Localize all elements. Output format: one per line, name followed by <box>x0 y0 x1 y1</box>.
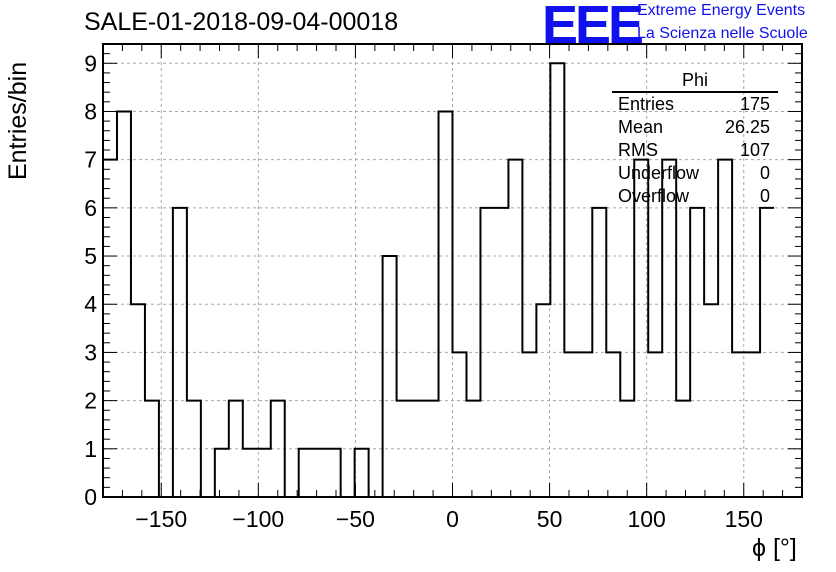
x-axis-label: ϕ [°] <box>752 534 797 562</box>
stats-key: Entries <box>618 94 675 114</box>
y-tick-label: 1 <box>84 436 97 462</box>
y-tick-label: 6 <box>84 195 97 221</box>
y-tick-label: 7 <box>84 147 97 173</box>
y-tick-label: 8 <box>84 98 97 124</box>
stats-key: Overflow <box>618 186 690 206</box>
logo-line-2: La Scienza nelle Scuole <box>637 25 808 42</box>
x-tick-label: −50 <box>336 506 375 532</box>
y-tick-label: 2 <box>84 388 97 414</box>
x-tick-label: −100 <box>232 506 284 532</box>
logo-line-1: Extreme Energy Events <box>637 2 806 19</box>
y-tick-label: 5 <box>84 243 97 269</box>
eee-logo: EEE <box>542 0 644 55</box>
stats-box: Phi Entries 175 Mean 26.25 RMS 107 Under… <box>612 70 778 208</box>
x-tick-label: −150 <box>135 506 187 532</box>
y-tick-label: 4 <box>84 291 97 317</box>
stats-row-underflow: Underflow 0 <box>612 162 778 185</box>
x-tick-label: 0 <box>446 506 459 532</box>
stats-key: RMS <box>618 140 658 160</box>
y-tick-label: 9 <box>84 50 97 76</box>
y-tick-label: 3 <box>84 339 97 365</box>
stats-key: Underflow <box>618 163 700 183</box>
stats-value: 0 <box>759 186 770 206</box>
stats-value: 175 <box>739 94 770 114</box>
x-tick-label: 100 <box>627 506 665 532</box>
x-tick-label: 150 <box>725 506 763 532</box>
stats-value: 26.25 <box>724 117 770 137</box>
stats-row-overflow: Overflow 0 <box>612 185 778 208</box>
stats-row-mean: Mean 26.25 <box>612 116 778 139</box>
stats-row-entries: Entries 175 <box>612 93 778 116</box>
stats-title: Phi <box>612 70 778 93</box>
stats-key: Mean <box>618 117 664 137</box>
chart-title: SALE-01-2018-09-04-00018 <box>84 8 399 36</box>
stats-value: 107 <box>739 140 770 160</box>
x-tick-label: 50 <box>537 506 563 532</box>
y-tick-label: 0 <box>84 484 97 510</box>
y-axis-label: Entries/bin <box>4 61 32 180</box>
stats-row-rms: RMS 107 <box>612 139 778 162</box>
stats-value: 0 <box>759 163 770 183</box>
